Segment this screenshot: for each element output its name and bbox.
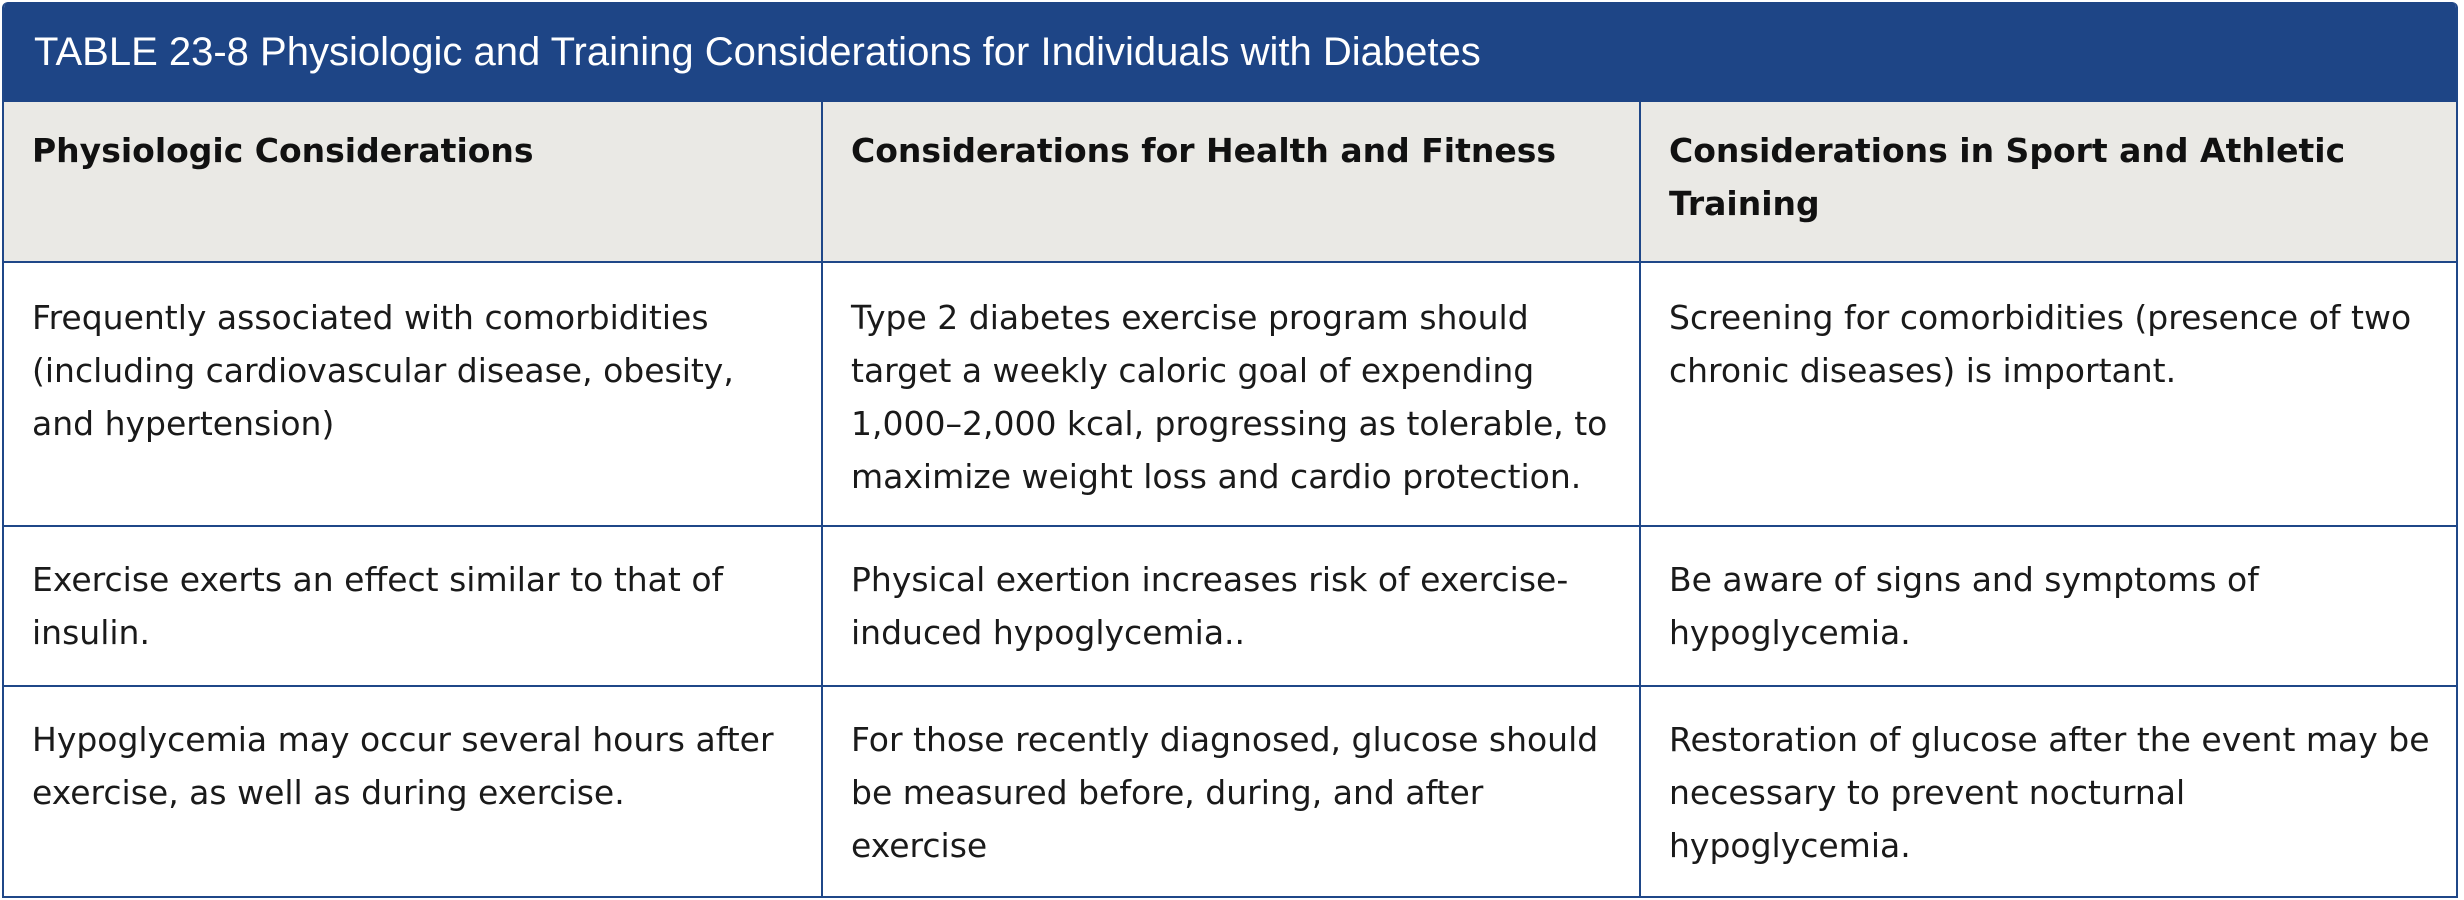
table-cell: Hypoglycemia may occur several hours aft… xyxy=(32,720,774,812)
table-cell: Screening for comorbidities (presence of… xyxy=(1639,262,2456,527)
considerations-grid: Physiologic Considerations Consideration… xyxy=(4,102,2456,896)
table-cell: Restoration of glucose after the event m… xyxy=(1639,686,2456,896)
table-row: Frequently associated with comorbidities… xyxy=(4,262,2456,527)
table-row: Exercise exerts an effect similar to tha… xyxy=(4,526,2456,687)
table-cell: Be aware of signs and symptoms of hypogl… xyxy=(1639,526,2456,687)
column-header-sport-athletic: Considerations in Sport and Athletic Tra… xyxy=(1639,102,2456,263)
table-cell: Exercise exerts an effect similar to tha… xyxy=(4,526,822,687)
table-cell: Frequently associated with comorbidities… xyxy=(4,262,822,527)
column-header-health-fitness: Considerations for Health and Fitness xyxy=(821,102,1640,263)
table-title: TABLE 23-8 Physiologic and Training Cons… xyxy=(4,2,2456,102)
column-header-row: Physiologic Considerations Consideration… xyxy=(4,102,2456,263)
table-cell: Type 2 diabetes exercise program should … xyxy=(821,262,1640,527)
table-cell: For those recently diagnosed, glucose sh… xyxy=(821,686,1640,896)
column-header-physiologic: Physiologic Considerations xyxy=(4,102,822,263)
table-row: Hypoglycemia may occur several hours aft… xyxy=(4,686,2456,896)
table-cell: Physical exertion increases risk of exer… xyxy=(821,526,1640,687)
